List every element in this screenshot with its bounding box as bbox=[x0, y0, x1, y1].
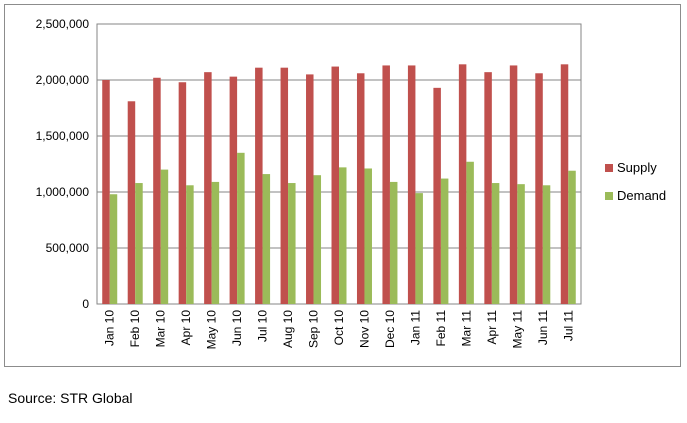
bar-supply bbox=[560, 64, 569, 304]
bar-supply bbox=[178, 82, 187, 305]
y-tick-label: 1,000,000 bbox=[36, 185, 90, 199]
bar-supply bbox=[153, 77, 161, 304]
x-tick-label: Jan 11 bbox=[408, 310, 422, 345]
bar-supply bbox=[433, 87, 441, 304]
legend-label: Supply bbox=[617, 160, 657, 175]
bar-demand bbox=[415, 193, 423, 304]
bar-supply bbox=[509, 65, 518, 304]
bar-chart: 0 500,000 1,000,000 1,500,000 2,000,000 2,500… bbox=[36, 17, 667, 350]
bar-supply bbox=[127, 101, 136, 304]
x-tick-label: Feb 11 bbox=[434, 310, 448, 347]
x-tick-label: Jun 11 bbox=[536, 310, 550, 345]
x-tick-label: Sep 10 bbox=[307, 310, 321, 348]
y-tick-label: 500,000 bbox=[46, 241, 90, 255]
bar-demand bbox=[313, 175, 322, 304]
bar-supply bbox=[229, 76, 238, 304]
bar-demand bbox=[186, 185, 194, 304]
bar-supply bbox=[102, 80, 110, 304]
x-tick-label: Jun 10 bbox=[230, 310, 244, 346]
x-tick-label: Dec 10 bbox=[383, 310, 397, 348]
x-tick-label: Apr 11 bbox=[485, 310, 499, 345]
x-tick-label: May 11 bbox=[510, 310, 524, 349]
bar-supply bbox=[204, 72, 212, 304]
source-note: Source: STR Global bbox=[8, 390, 133, 406]
x-tick-label: Mar 11 bbox=[459, 310, 473, 347]
y-tick-label: 2,000,000 bbox=[36, 73, 90, 87]
legend-swatch bbox=[605, 164, 613, 172]
bar-demand bbox=[339, 167, 347, 304]
x-tick-label: Feb 10 bbox=[128, 310, 142, 348]
bar-demand bbox=[135, 183, 143, 304]
bar-supply bbox=[255, 67, 263, 305]
bar-supply bbox=[458, 64, 467, 304]
x-tick-label: Jul 10 bbox=[256, 310, 270, 342]
y-tick-label: 0 bbox=[82, 297, 89, 311]
legend-swatch bbox=[605, 192, 613, 200]
bar-demand bbox=[466, 161, 474, 304]
bar-demand bbox=[542, 185, 551, 304]
bar-demand bbox=[288, 183, 296, 304]
x-tick-label: May 10 bbox=[205, 310, 219, 350]
legend-label: Demand bbox=[617, 188, 666, 203]
bar-demand bbox=[517, 184, 525, 304]
bar-supply bbox=[356, 73, 365, 304]
x-tick-label: Oct 10 bbox=[332, 310, 346, 346]
x-tick-label: Apr 10 bbox=[179, 310, 193, 346]
bar-supply bbox=[331, 66, 339, 304]
bar-demand bbox=[389, 181, 398, 304]
bar-supply bbox=[306, 74, 314, 305]
chart-frame: 0 500,000 1,000,000 1,500,000 2,000,000 2,500… bbox=[4, 4, 681, 367]
bar-demand bbox=[160, 169, 169, 304]
bar-demand bbox=[491, 183, 500, 304]
bar-demand bbox=[211, 181, 220, 304]
bar-supply bbox=[407, 65, 416, 304]
bar-demand bbox=[109, 194, 118, 304]
bar-demand bbox=[237, 152, 245, 304]
bar-demand bbox=[568, 170, 576, 304]
x-tick-label: Jul 11 bbox=[561, 310, 575, 341]
bar-supply bbox=[382, 65, 390, 304]
bar-supply bbox=[280, 67, 289, 305]
x-tick-label: Jan 10 bbox=[103, 310, 117, 346]
bar-demand bbox=[440, 178, 449, 304]
bar-supply bbox=[484, 72, 492, 304]
y-tick-label: 2,500,000 bbox=[36, 17, 90, 31]
x-tick-label: Nov 10 bbox=[357, 310, 371, 348]
y-tick-label: 1,500,000 bbox=[36, 129, 90, 143]
bar-demand bbox=[364, 168, 372, 304]
x-tick-label: Mar 10 bbox=[154, 310, 168, 348]
x-tick-label: Aug 10 bbox=[281, 310, 295, 348]
bar-demand bbox=[262, 174, 271, 304]
bar-supply bbox=[535, 73, 543, 304]
